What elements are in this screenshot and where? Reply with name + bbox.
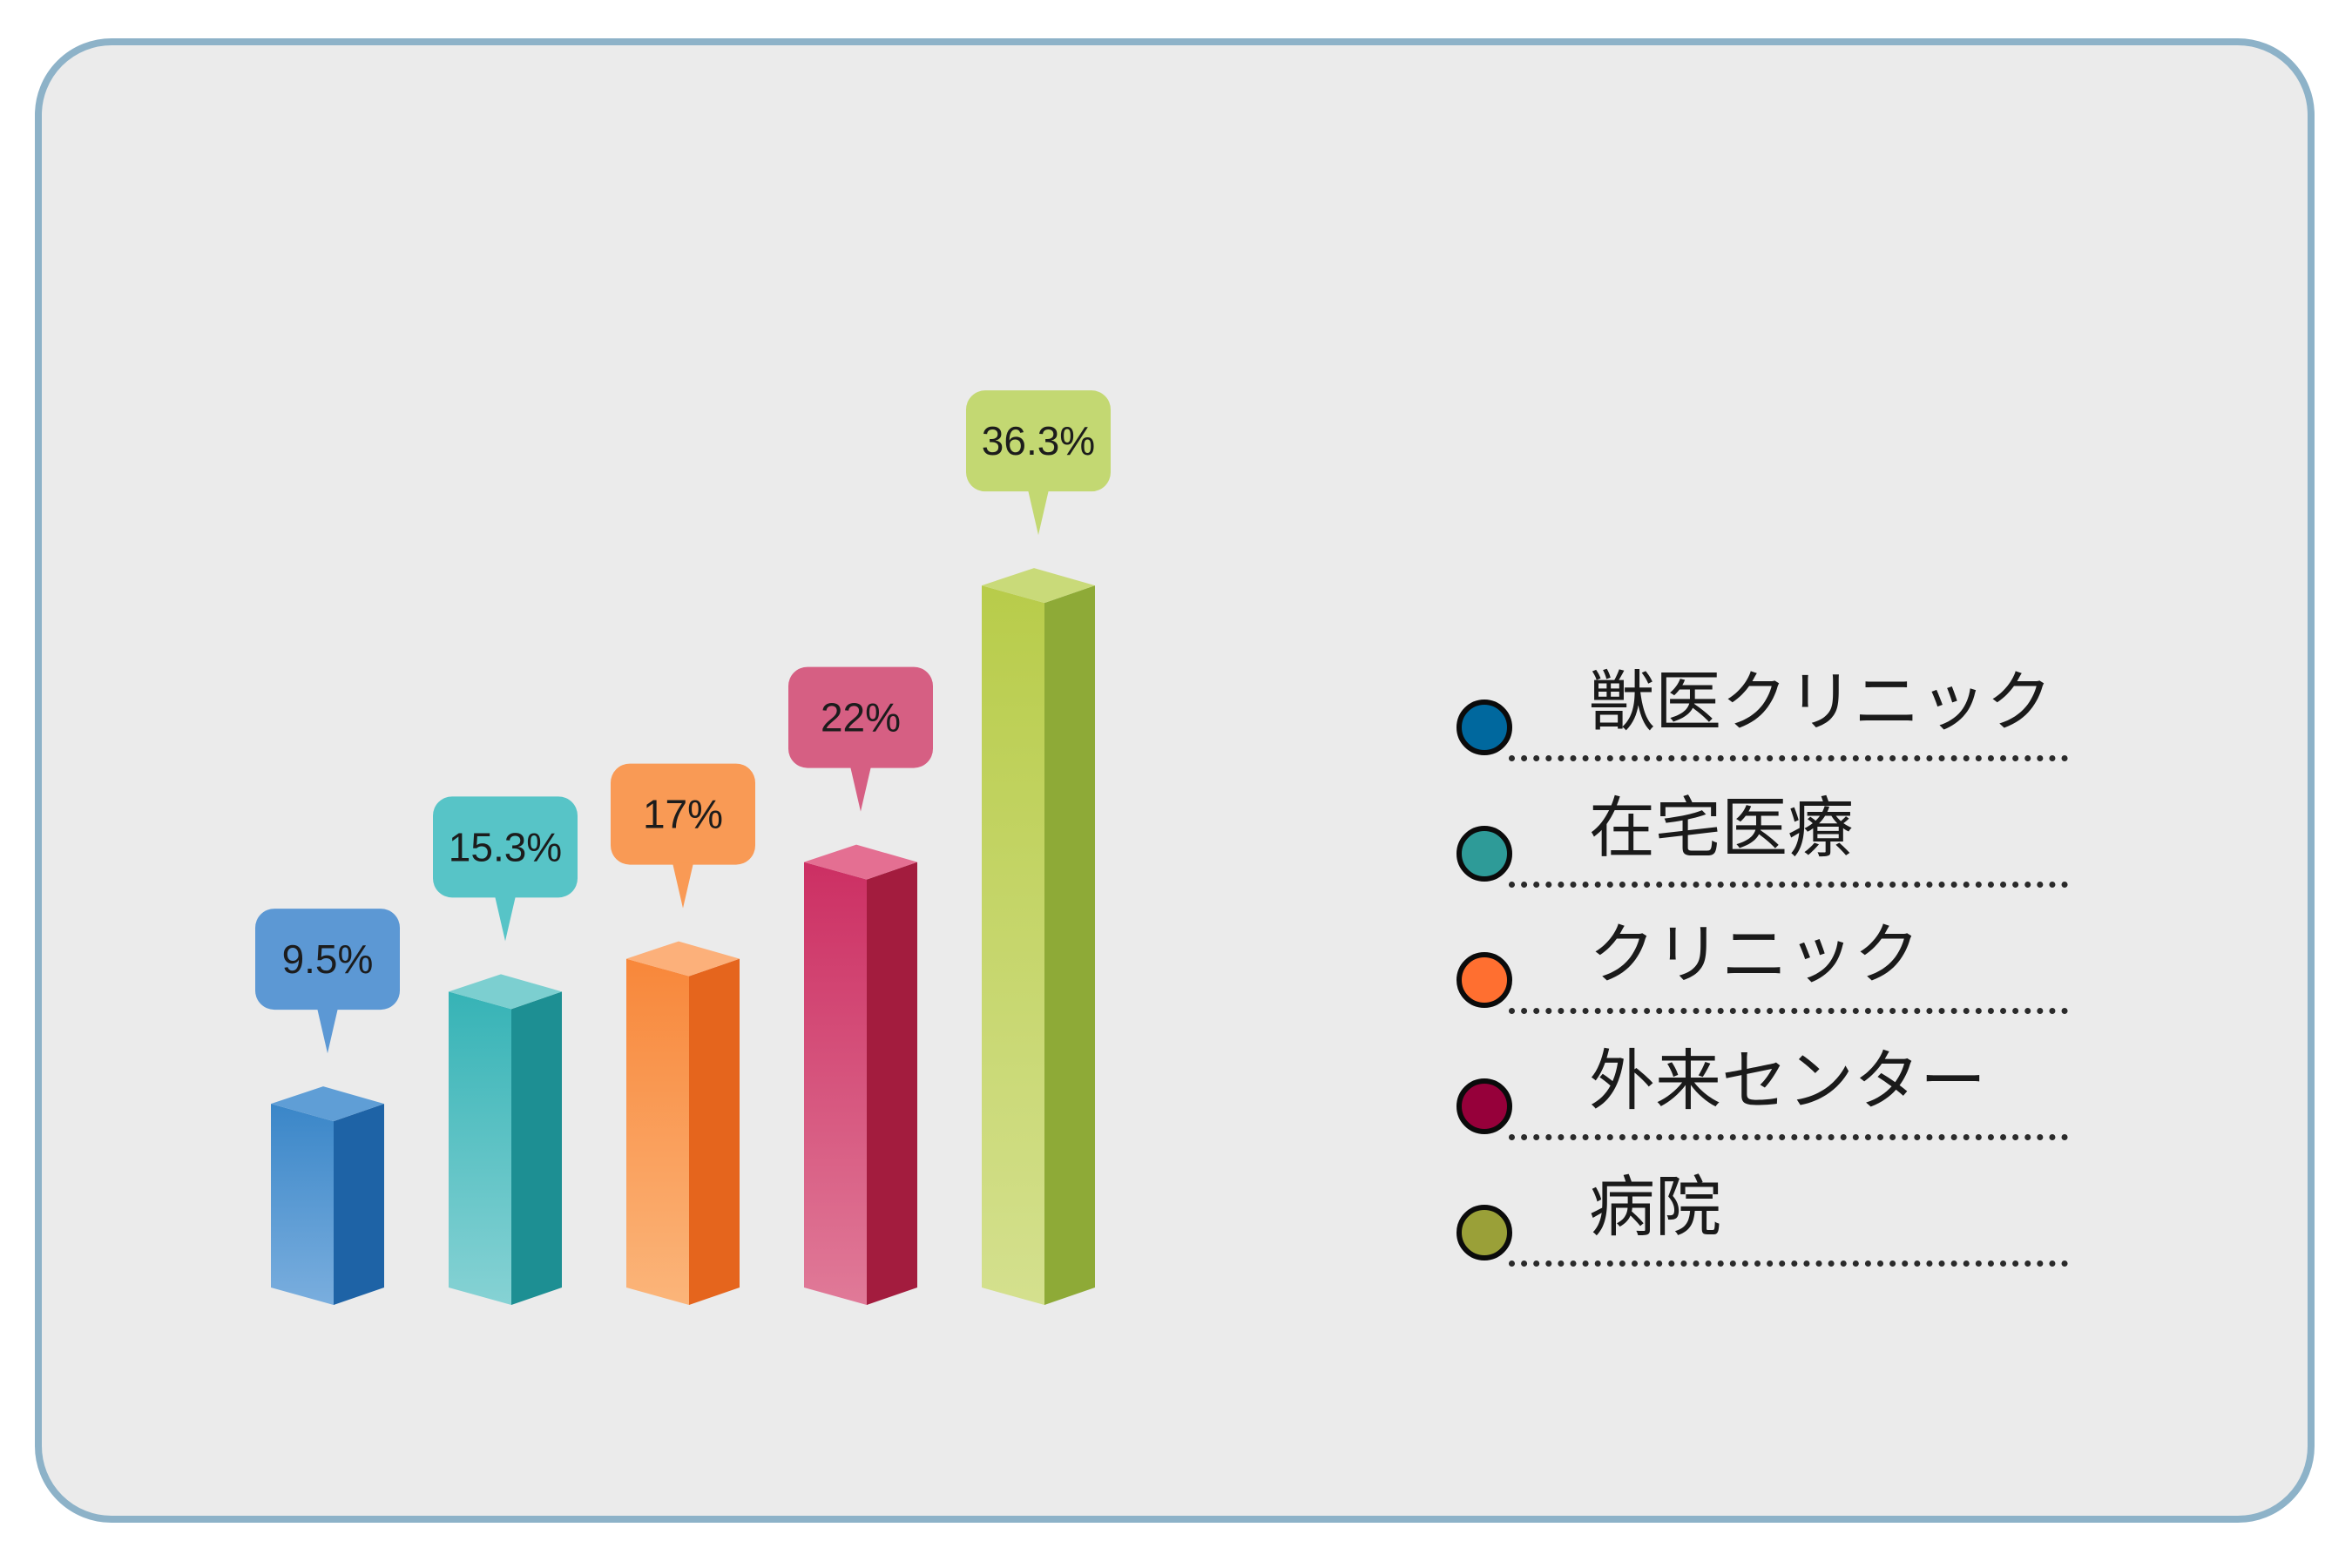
legend-dot-icon bbox=[1456, 952, 1512, 1008]
bar-top-face bbox=[982, 568, 1095, 604]
legend-item-clinic: クリニック bbox=[1448, 897, 2075, 1024]
value-bubble-box bbox=[433, 796, 578, 898]
value-label: 17% bbox=[643, 792, 723, 837]
bar-top-face bbox=[449, 974, 562, 1010]
value-bubble: 36.3% bbox=[966, 390, 1111, 536]
value-bubble-box bbox=[966, 390, 1111, 492]
legend-label: 病院 bbox=[1589, 1168, 1721, 1246]
bar-5: 36.3% bbox=[966, 390, 1111, 1305]
value-bubble-tail bbox=[317, 1008, 338, 1054]
chart-card bbox=[35, 38, 2315, 1523]
bar-front-face bbox=[449, 991, 511, 1305]
value-bubble-box bbox=[255, 909, 400, 1010]
bar-top-face bbox=[271, 1086, 384, 1122]
value-label: 36.3% bbox=[982, 418, 1095, 463]
legend-label: 在宅医療 bbox=[1589, 789, 1854, 867]
legend-divider bbox=[1509, 755, 2068, 761]
legend-label: 獣医クリニック bbox=[1589, 663, 2052, 740]
legend-divider bbox=[1509, 1008, 2068, 1014]
value-bubble-tail bbox=[850, 766, 871, 812]
value-label: 9.5% bbox=[282, 936, 374, 982]
legend-dot-icon bbox=[1456, 1205, 1512, 1260]
legend-divider bbox=[1509, 882, 2068, 888]
value-bubble: 17% bbox=[611, 763, 755, 909]
legend-divider bbox=[1509, 1260, 2068, 1267]
legend-label: クリニック bbox=[1589, 916, 1920, 993]
legend-item-veterinary-clinic: 獣医クリニック bbox=[1448, 645, 2075, 771]
value-bubble-box bbox=[611, 763, 755, 865]
legend-item-outpatient-center: 外来センター bbox=[1448, 1024, 2075, 1150]
legend-label: 外来センター bbox=[1589, 1042, 1986, 1119]
value-bubble: 15.3% bbox=[433, 796, 578, 942]
legend-divider bbox=[1509, 1134, 2068, 1140]
bar-side-face bbox=[689, 958, 740, 1305]
bar-side-face bbox=[511, 991, 562, 1305]
bar-front-face bbox=[804, 862, 867, 1305]
value-bubble: 22% bbox=[788, 666, 933, 812]
bar-top-face bbox=[626, 941, 740, 977]
value-bubble: 9.5% bbox=[255, 909, 400, 1054]
bar-4: 22% bbox=[788, 666, 933, 1305]
value-label: 15.3% bbox=[449, 824, 562, 869]
value-label: 22% bbox=[821, 695, 901, 740]
bar-top-face bbox=[804, 844, 917, 880]
bar-side-face bbox=[1044, 585, 1095, 1305]
legend-dot-icon bbox=[1456, 826, 1512, 882]
value-bubble-tail bbox=[672, 862, 693, 909]
bar-1: 9.5% bbox=[255, 909, 400, 1305]
value-bubble-tail bbox=[495, 896, 516, 942]
bar-front-face bbox=[626, 958, 689, 1305]
legend: 獣医クリニック 在宅医療 クリニック 外来センター 病院 bbox=[1448, 645, 2075, 1276]
bar-front-face bbox=[982, 585, 1044, 1305]
legend-item-home-care: 在宅医療 bbox=[1448, 771, 2075, 897]
legend-item-hospital: 病院 bbox=[1448, 1150, 2075, 1276]
value-bubble-tail bbox=[1028, 490, 1049, 536]
bar-side-face bbox=[867, 862, 917, 1305]
value-bubble-box bbox=[788, 666, 933, 768]
bar-side-face bbox=[334, 1104, 384, 1305]
bar-front-face bbox=[271, 1104, 334, 1305]
legend-dot-icon bbox=[1456, 1078, 1512, 1134]
bar-2: 15.3% bbox=[433, 796, 578, 1305]
legend-dot-icon bbox=[1456, 700, 1512, 755]
bar-3: 17% bbox=[611, 763, 755, 1305]
